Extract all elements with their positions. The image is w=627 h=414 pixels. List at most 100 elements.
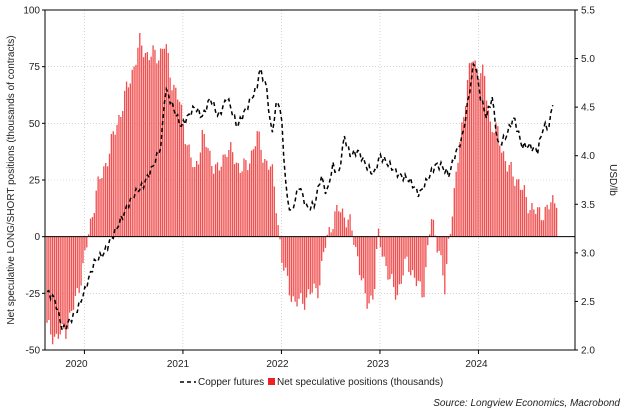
bar-203 — [430, 219, 433, 237]
bar-261 — [540, 220, 543, 237]
bar-252 — [523, 185, 526, 237]
bar-248 — [516, 179, 518, 237]
bar-114 — [262, 162, 264, 237]
legend-label-copper: Copper futures — [198, 377, 264, 388]
bar-87 — [211, 165, 213, 237]
bar-84 — [205, 146, 207, 237]
bar-3 — [51, 236, 54, 345]
bar-239 — [499, 145, 501, 237]
left-tick-label-2: 0 — [34, 232, 40, 243]
y-axis-title-left: Net speculative LONG/SHORT positions (th… — [6, 35, 17, 324]
bar-75 — [188, 144, 190, 237]
bar-188 — [402, 236, 404, 276]
bar-90 — [216, 162, 219, 237]
bar-122 — [277, 225, 279, 237]
bar-204 — [432, 219, 435, 237]
bar-230 — [482, 64, 484, 237]
bar-186 — [398, 236, 401, 285]
bar-168 — [364, 236, 366, 294]
bar-217 — [457, 162, 459, 237]
bar-215 — [453, 188, 455, 237]
bar-44 — [129, 83, 131, 237]
bar-178 — [383, 236, 385, 257]
bar-67 — [173, 84, 175, 237]
bar-213 — [449, 233, 452, 237]
bar-237 — [495, 122, 497, 237]
bar-269 — [555, 207, 558, 237]
bar-21 — [86, 236, 88, 248]
bar-159 — [347, 219, 349, 237]
bar-134 — [300, 236, 302, 294]
left-axis-ticks: -50 -25 0 25 50 75 100 — [23, 6, 45, 357]
bar-28 — [99, 179, 101, 237]
bar-72 — [182, 124, 185, 237]
bar-18 — [80, 236, 82, 286]
bar-185 — [396, 236, 399, 296]
bar-267 — [552, 195, 554, 237]
bar-107 — [249, 163, 251, 237]
bar-6 — [57, 236, 59, 339]
bar-35 — [112, 131, 114, 237]
bar-202 — [428, 234, 431, 237]
bar-235 — [491, 131, 493, 237]
bar-187 — [400, 236, 402, 284]
bar-51 — [142, 57, 145, 237]
bar-165 — [358, 236, 361, 276]
bar-132 — [296, 236, 298, 307]
bar-180 — [387, 236, 389, 280]
bar-150 — [330, 232, 332, 237]
bar-233 — [487, 110, 490, 237]
bar-83 — [203, 133, 205, 237]
bar-208 — [440, 236, 442, 256]
bar-92 — [220, 166, 222, 237]
bar-227 — [476, 68, 478, 237]
bar-95 — [226, 156, 228, 237]
bar-205 — [434, 235, 437, 237]
bar-23 — [89, 218, 92, 237]
bar-172 — [372, 236, 374, 300]
left-tick-label-3: 25 — [29, 176, 41, 187]
bar-118 — [269, 166, 272, 237]
bar-29 — [101, 178, 103, 237]
bar-228 — [478, 78, 480, 237]
bar-100 — [235, 162, 238, 237]
bar-229 — [480, 73, 482, 237]
bar-116 — [266, 160, 268, 237]
line-series — [46, 62, 554, 333]
x-tick-label-2023: 2023 — [367, 359, 390, 370]
bar-110 — [254, 146, 257, 237]
bar-238 — [497, 126, 499, 237]
bar-46 — [133, 66, 135, 237]
bar-97 — [230, 142, 232, 237]
bar-193 — [411, 236, 414, 271]
bar-27 — [97, 176, 99, 237]
bar-124 — [281, 236, 283, 263]
bar-167 — [362, 236, 365, 279]
left-tick-label-6: 100 — [23, 6, 40, 17]
bar-68 — [175, 87, 177, 237]
bar-207 — [438, 236, 440, 251]
bar-16 — [76, 236, 78, 289]
bar-155 — [339, 212, 342, 237]
bar-93 — [222, 154, 224, 237]
bar-225 — [472, 61, 474, 237]
bar-170 — [368, 236, 370, 304]
bar-120 — [273, 186, 275, 237]
bar-214 — [451, 216, 454, 237]
bar-259 — [536, 207, 539, 237]
bar-198 — [421, 236, 423, 298]
bar-101 — [237, 163, 239, 237]
bar-257 — [533, 209, 535, 237]
bar-76 — [190, 157, 192, 237]
bar-219 — [461, 122, 463, 237]
bar-263 — [544, 206, 546, 237]
bar-8 — [61, 236, 63, 324]
bar-151 — [332, 229, 334, 237]
bar-240 — [500, 152, 503, 237]
bar-182 — [391, 236, 393, 274]
bar-125 — [283, 236, 285, 271]
legend: Copper futures Net speculative positions… — [180, 377, 443, 388]
bar-88 — [213, 173, 215, 237]
bar-191 — [408, 236, 410, 273]
